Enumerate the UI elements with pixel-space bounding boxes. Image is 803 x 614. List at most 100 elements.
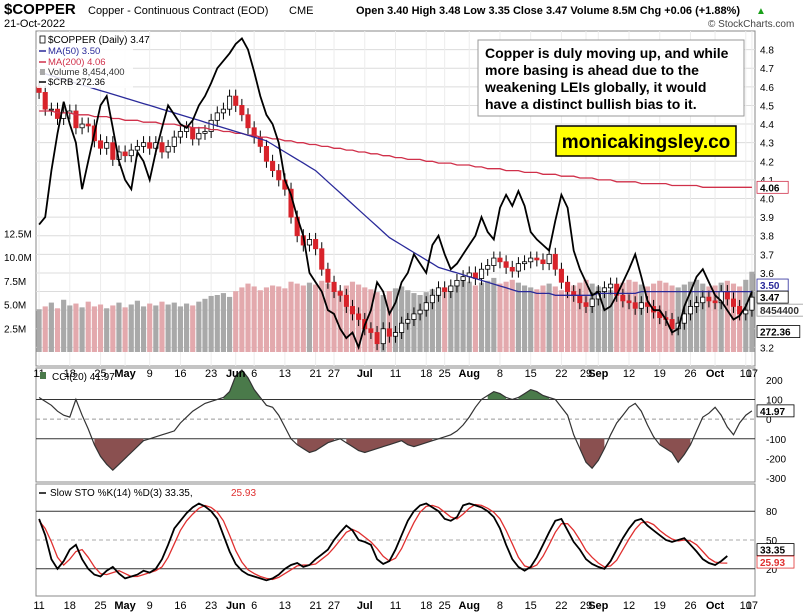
- price-legend: $COPPER (Daily) 3.47 MA(50) 3.50 MA(200)…: [37, 33, 150, 88]
- volume-bar: [724, 280, 730, 352]
- price-candle: [48, 108, 54, 111]
- date-tick-label: 22: [555, 600, 567, 612]
- date-tick-label: 26: [684, 368, 696, 380]
- price-candle: [583, 302, 589, 307]
- price-candle: [331, 281, 337, 292]
- volume-bar: [571, 285, 577, 352]
- price-candle: [497, 257, 503, 263]
- site-name: monicakingsley.co: [562, 132, 731, 153]
- cci-line: [38, 369, 753, 472]
- volume-bar: [128, 304, 134, 352]
- price-candle: [374, 332, 380, 345]
- price-candle: [227, 95, 233, 110]
- volume-bar: [534, 289, 540, 352]
- volume-bar: [386, 291, 392, 352]
- price-tick-label: 4.3: [760, 139, 774, 150]
- date-tick-label: 27: [328, 368, 340, 380]
- price-candle: [399, 322, 405, 333]
- price-candle: [737, 306, 743, 315]
- volume-bar: [239, 287, 245, 352]
- volume-bar: [423, 292, 429, 352]
- volume-bar: [448, 285, 454, 352]
- volume-bar: [466, 281, 472, 352]
- price-tick-label: 3.2: [760, 343, 774, 354]
- date-tick-label: Oct: [706, 368, 725, 380]
- cci-label: CCI(20) 41.97: [52, 372, 115, 383]
- price-candle: [337, 291, 343, 296]
- date-tick-label: 25: [94, 368, 106, 380]
- price-tick-label: 3.7: [760, 250, 774, 261]
- contract-name: Copper - Continuous Contract (EOD): [88, 5, 268, 17]
- volume-bar: [85, 301, 91, 352]
- price-candle: [276, 170, 282, 181]
- date-tick-label: May: [114, 600, 136, 612]
- volume-bar: [54, 308, 61, 352]
- date-tick-label: Sep: [588, 600, 608, 612]
- price-candle: [380, 328, 386, 345]
- volume-bar: [202, 298, 208, 352]
- date-tick-label: 13: [279, 600, 291, 612]
- price-candle: [712, 300, 718, 304]
- price-candle: [73, 110, 79, 129]
- cci-icon: [40, 372, 46, 379]
- volume-tick-label: 12.5M: [4, 229, 32, 240]
- price-candle: [454, 279, 460, 287]
- legend-volume: Volume 8,454,400: [48, 67, 125, 78]
- volume-bar: [233, 291, 239, 352]
- volume-bar: [263, 287, 270, 352]
- date-tick-label: 19: [654, 368, 666, 380]
- price-tick-label: 4.5: [760, 101, 774, 112]
- price-candle: [620, 294, 626, 302]
- volume-bar: [159, 301, 165, 352]
- volume-bar: [97, 304, 104, 352]
- date-tick-label: Sep: [588, 368, 608, 380]
- volume-bar: [374, 292, 380, 352]
- price-series-icon: [39, 35, 46, 44]
- volume-bar: [491, 277, 497, 352]
- date-tick-label: 18: [420, 368, 432, 380]
- volume-bar: [552, 286, 558, 352]
- ma200-badge: 4.06: [760, 183, 780, 194]
- date-tick-label: 29: [580, 600, 592, 612]
- cci-tick-label: -100: [766, 435, 786, 446]
- volume-bar: [601, 288, 608, 352]
- date-tick-label: 17: [746, 368, 758, 380]
- volume-bar: [454, 283, 460, 352]
- cci-badge-bg: [756, 404, 795, 418]
- date-tick-label: 10: [740, 368, 752, 380]
- price-candle: [700, 296, 706, 304]
- price-candle: [638, 302, 644, 309]
- volume-bar: [558, 290, 565, 352]
- date-tick-label: 15: [525, 600, 537, 612]
- sto-label: Slow STO %K(14) %D(3) 33.35,: [50, 488, 193, 499]
- price-candle: [325, 268, 331, 283]
- volume-bar: [712, 285, 718, 352]
- cci-overbought-fill: [518, 389, 550, 400]
- date-tick-label: 26: [684, 600, 696, 612]
- date-tick-label: 25: [94, 600, 106, 612]
- annotation-box: Copper is duly moving up, and while more…: [477, 39, 745, 117]
- price-candle: [608, 283, 614, 289]
- volume-bar: [147, 303, 153, 352]
- volume-bar: [515, 282, 521, 352]
- volume-bar: [325, 283, 331, 352]
- volume-bar: [196, 301, 202, 352]
- date-tick-label: 16: [174, 600, 186, 612]
- price-candle: [417, 309, 423, 315]
- volume-bar: [226, 296, 233, 352]
- price-candle: [681, 313, 687, 324]
- volume-bar: [42, 306, 48, 352]
- cci-tick-label: -300: [766, 474, 786, 485]
- price-candle: [687, 306, 694, 315]
- price-candle: [110, 142, 116, 160]
- volume-bar: [730, 283, 737, 352]
- volume-bar: [220, 293, 227, 352]
- date-tick-label: 13: [279, 368, 291, 380]
- date-tick-label: 6: [251, 600, 257, 612]
- volume-badge: 8454400: [760, 306, 799, 317]
- price-tick-label: 4.4: [760, 120, 774, 131]
- volume-bar: [79, 307, 85, 352]
- price-candle: [190, 127, 196, 140]
